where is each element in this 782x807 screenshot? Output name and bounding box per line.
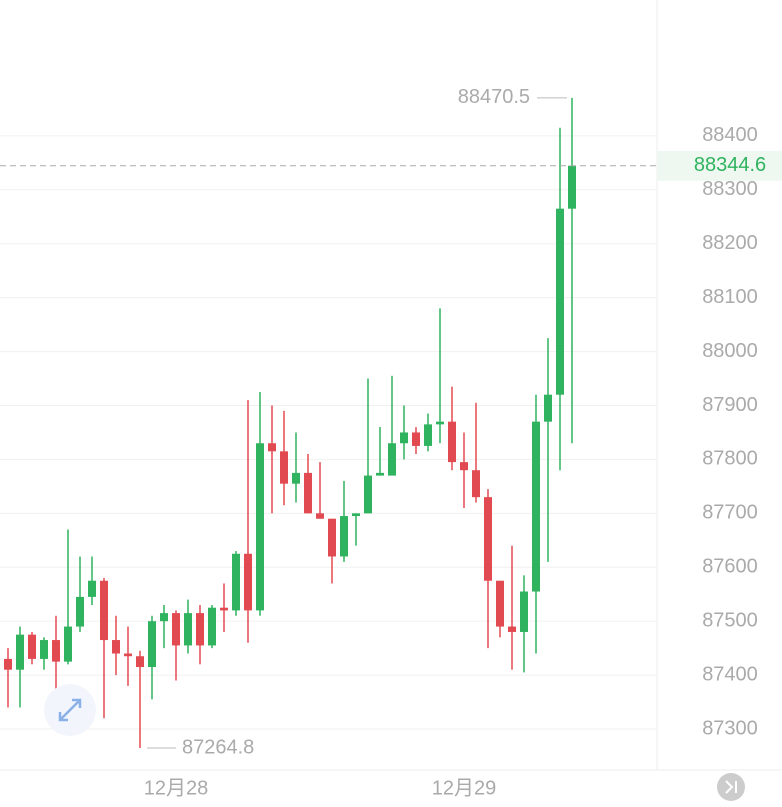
candle-body xyxy=(280,451,288,484)
low-marker-label: 87264.8 xyxy=(182,736,254,758)
candle-body xyxy=(136,656,144,668)
y-tick-label: 88400 xyxy=(702,124,758,146)
candle-body xyxy=(208,607,216,646)
candle-body xyxy=(508,626,516,632)
candle-body xyxy=(172,613,180,646)
y-tick-label: 87900 xyxy=(702,394,758,416)
candle-body xyxy=(232,553,240,611)
candle-body xyxy=(76,596,84,627)
y-tick-label: 88300 xyxy=(702,178,758,200)
candle-body xyxy=(400,432,408,444)
candle-body xyxy=(496,580,504,627)
candle-body xyxy=(28,634,36,659)
candle-body xyxy=(532,421,540,592)
candle-body xyxy=(220,607,228,611)
candle-body xyxy=(268,443,276,452)
last-price-label: 88344.6 xyxy=(694,154,766,176)
candle-body xyxy=(412,432,420,446)
candle-body xyxy=(328,518,336,557)
candle-body xyxy=(556,208,564,395)
candle-body xyxy=(184,613,192,646)
candle-body xyxy=(448,421,456,463)
candle-body xyxy=(352,513,360,517)
x-tick-label: 12月29 xyxy=(432,777,497,799)
y-tick-label: 88000 xyxy=(702,340,758,362)
y-tick-label: 87500 xyxy=(702,609,758,631)
candle-body xyxy=(568,165,576,209)
high-marker-label: 88470.5 xyxy=(458,86,530,108)
candle-body xyxy=(40,640,48,659)
y-tick-label: 87600 xyxy=(702,556,758,578)
candle-body xyxy=(160,613,168,622)
candle-body xyxy=(304,472,312,514)
candle-body xyxy=(376,472,384,476)
candle-body xyxy=(364,475,372,514)
last-price-bg xyxy=(657,150,782,181)
candle-body xyxy=(196,613,204,646)
candle-body xyxy=(424,424,432,446)
jump-latest-button[interactable] xyxy=(717,773,745,801)
candle-body xyxy=(148,621,156,668)
candle-body xyxy=(340,516,348,557)
y-tick-label: 87800 xyxy=(702,448,758,470)
y-tick-label: 87700 xyxy=(702,502,758,524)
candle-body xyxy=(460,462,468,471)
candle-body xyxy=(88,580,96,597)
expand-icon[interactable] xyxy=(58,698,82,722)
expand-button[interactable] xyxy=(44,684,96,736)
candle-body xyxy=(52,640,60,662)
candle-body xyxy=(100,580,108,641)
y-tick-label: 88100 xyxy=(702,286,758,308)
candle-body xyxy=(112,640,120,654)
candle-body xyxy=(292,472,300,484)
candle-body xyxy=(316,513,324,519)
candle-body xyxy=(388,443,396,476)
candle-body xyxy=(124,653,132,657)
candle-body xyxy=(244,553,252,611)
candle-body xyxy=(436,421,444,425)
candle-body xyxy=(16,634,24,670)
y-tick-label: 88200 xyxy=(702,232,758,254)
candle-body xyxy=(64,626,72,662)
x-tick-label: 12月28 xyxy=(144,777,209,799)
candle-body xyxy=(256,443,264,611)
candle-body xyxy=(4,658,12,670)
y-tick-label: 87300 xyxy=(702,717,758,739)
candle-body xyxy=(544,394,552,422)
candle-body xyxy=(472,470,480,498)
candle-body xyxy=(520,591,528,632)
y-tick-label: 87400 xyxy=(702,663,758,685)
jump-icon[interactable] xyxy=(725,780,737,794)
candle-body xyxy=(484,497,492,581)
